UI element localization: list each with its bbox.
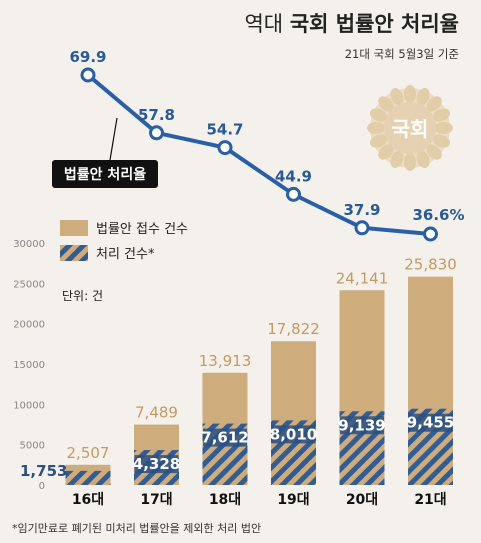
submitted-value-label: 17,822 bbox=[267, 320, 320, 338]
y-axis: 0 5000 10000 15000 20000 25000 30000 bbox=[13, 239, 45, 492]
x-tick-label: 17대 bbox=[140, 492, 172, 508]
x-tick-label: 16대 bbox=[72, 492, 104, 508]
rate-value-label: 69.9 bbox=[69, 48, 106, 66]
submitted-value-label: 25,830 bbox=[404, 256, 457, 274]
y-tick-label: 20000 bbox=[13, 320, 45, 331]
rate-value-label: 54.7 bbox=[206, 121, 243, 139]
legend-processed-label: 처리 건수* bbox=[96, 247, 155, 262]
rate-line bbox=[86, 73, 431, 236]
submitted-value-label: 7,489 bbox=[135, 404, 178, 422]
rate-value-label: 44.9 bbox=[275, 167, 312, 185]
rate-value-label: 36.6% bbox=[412, 206, 464, 224]
rate-point bbox=[286, 186, 301, 202]
chart-subtitle: 21대 국회 5월3일 기준 bbox=[344, 47, 459, 61]
processed-value-label: 1,753 bbox=[20, 462, 67, 480]
legend-submitted-label: 법률안 접수 건수 bbox=[96, 222, 188, 237]
submitted-value-label: 2,507 bbox=[67, 444, 110, 462]
rate-point bbox=[423, 226, 438, 242]
rate-point bbox=[354, 220, 370, 236]
x-tick-label: 18대 bbox=[209, 492, 241, 508]
processed-value-background bbox=[271, 425, 316, 444]
processed-bar bbox=[65, 470, 111, 485]
legend: 법률안 접수 건수 처리 건수* bbox=[60, 220, 188, 262]
processed-value-background bbox=[340, 416, 384, 435]
y-tick-label: 5000 bbox=[20, 441, 45, 452]
label-leader-line bbox=[109, 117, 118, 161]
processed-value-label: 8,010 bbox=[270, 425, 317, 443]
x-tick-label: 19대 bbox=[277, 492, 309, 508]
national-assembly-emblem-icon: 국회 bbox=[367, 85, 453, 171]
unit-label: 단위: 건 bbox=[62, 289, 103, 303]
y-tick-label: 15000 bbox=[13, 360, 45, 371]
y-tick-label: 0 bbox=[39, 481, 45, 492]
emblem-label: 국회 bbox=[392, 117, 429, 141]
line-layer: 69.9 57.8 54.7 44.9 37.9 36.6% bbox=[69, 48, 465, 242]
chart-title: 역대 국회 법률안 처리율 bbox=[244, 8, 459, 38]
processed-value-background bbox=[134, 455, 179, 474]
rate-value-label: 37.9 bbox=[343, 201, 380, 219]
y-tick-label: 25000 bbox=[13, 279, 45, 290]
legend-submitted-swatch bbox=[60, 220, 88, 236]
processed-value-label: 9,455 bbox=[407, 414, 454, 432]
y-tick-label: 10000 bbox=[13, 400, 45, 411]
x-axis-labels: 16대 17대 18대 19대 20대 21대 bbox=[72, 492, 447, 508]
rate-point bbox=[149, 125, 164, 141]
y-tick-label: 30000 bbox=[13, 239, 45, 250]
footnote: *임기만료로 폐기된 미처리 법률안을 제외한 처리 법안 bbox=[12, 522, 262, 535]
submitted-value-label: 13,913 bbox=[199, 352, 252, 370]
x-tick-label: 20대 bbox=[346, 492, 378, 508]
line-series-label: 법률안 처리율 bbox=[52, 160, 158, 188]
rate-value-label: 57.8 bbox=[138, 106, 175, 124]
processed-value-label: 4,328 bbox=[133, 455, 180, 473]
rate-point bbox=[80, 67, 96, 83]
processed-value-background bbox=[203, 428, 247, 447]
processed-value-background bbox=[408, 413, 453, 432]
x-tick-label: 21대 bbox=[414, 492, 446, 508]
processed-value-label: 9,139 bbox=[338, 416, 385, 434]
legend-processed-swatch bbox=[60, 245, 88, 261]
submitted-value-label: 24,141 bbox=[336, 269, 389, 287]
rate-point bbox=[217, 140, 233, 156]
title-main: 국회 법률안 처리율 bbox=[289, 12, 459, 36]
line-series-label-text: 법률안 처리율 bbox=[64, 166, 146, 183]
title-prefix: 역대 bbox=[244, 12, 284, 36]
processed-value-label: 7,612 bbox=[201, 429, 248, 447]
